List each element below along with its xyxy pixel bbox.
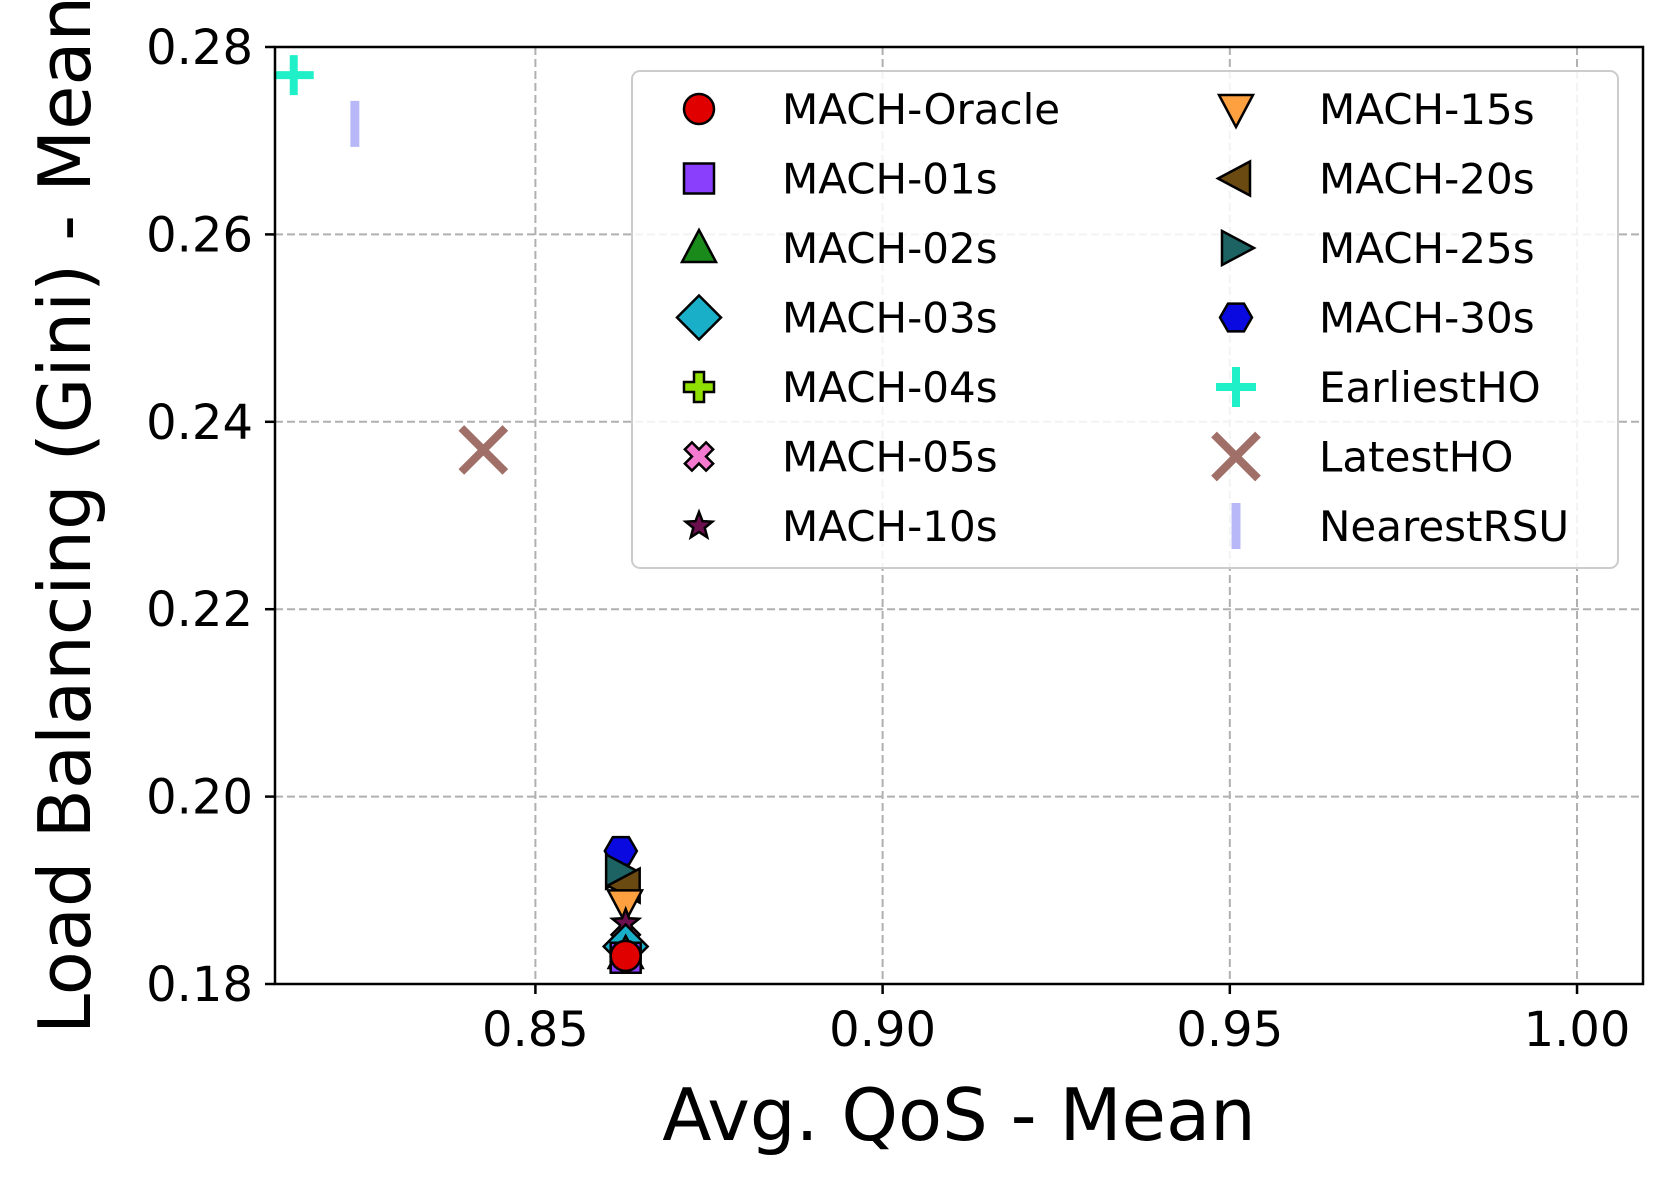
- legend-item-mach-04s: MACH-04s: [682, 363, 998, 412]
- y-tick-label: 0.28: [146, 20, 253, 76]
- legend-label: MACH-20s: [1319, 155, 1535, 204]
- legend-label: EarliestHO: [1319, 363, 1541, 412]
- x-tick-label: 0.90: [829, 1002, 936, 1058]
- legend-item-mach-30s: MACH-30s: [1218, 294, 1535, 343]
- legend-marker-mach-05s: [683, 440, 715, 473]
- legend-label: MACH-01s: [782, 155, 998, 204]
- y-tick-label: 0.24: [146, 395, 253, 451]
- x-axis-label: Avg. QoS - Mean: [662, 1073, 1255, 1157]
- x-tick-label: 0.85: [482, 1002, 589, 1058]
- legend-marker-mach-oracle: [682, 92, 716, 126]
- point-earliestho: [273, 55, 314, 96]
- x-tick-labels: 0.85 0.90 0.95 1.00: [482, 1002, 1630, 1058]
- legend-marker-mach-20s: [1215, 159, 1252, 198]
- y-tick-label: 0.22: [146, 582, 253, 638]
- legend-item-earliestho: EarliestHO: [1216, 363, 1541, 412]
- y-tick-label: 0.26: [146, 207, 253, 263]
- legend-label: MACH-10s: [782, 502, 998, 551]
- legend-item-mach-20s: MACH-20s: [1215, 155, 1535, 204]
- legend-item-mach-10s: MACH-10s: [682, 502, 998, 551]
- plot-frame: [273, 45, 1645, 986]
- point-latestho: [458, 425, 509, 475]
- legend-label: MACH-25s: [1319, 224, 1535, 273]
- axis-ticks: [265, 45, 1579, 994]
- legend-label: MACH-04s: [782, 363, 998, 412]
- legend-marker-mach-25s: [1220, 228, 1257, 268]
- point-mach-oracle: [609, 939, 642, 973]
- y-tick-label: 0.20: [146, 770, 253, 826]
- legend-marker-mach-03s: [675, 293, 723, 342]
- legend-marker-mach-10s: [682, 508, 716, 541]
- y-tick-label: 0.18: [146, 957, 253, 1013]
- legend-item-latestho: LatestHO: [1211, 431, 1513, 482]
- point-mach-15s: [605, 889, 645, 926]
- legend-label: MACH-03s: [782, 294, 998, 343]
- legend-label: MACH-Oracle: [782, 85, 1060, 134]
- legend-item-nearestrsu: NearestRSU: [1231, 502, 1569, 551]
- legend-label: MACH-30s: [1319, 294, 1535, 343]
- legend-box: [631, 70, 1619, 569]
- legend-item-mach-03s: MACH-03s: [675, 293, 998, 343]
- legend-item-mach-oracle: MACH-Oracle: [682, 85, 1060, 134]
- legend-marker-mach-04s: [682, 370, 716, 404]
- legend-marker-mach-02s: [679, 227, 719, 264]
- data-points: [273, 55, 650, 975]
- legend-label: MACH-02s: [782, 224, 998, 273]
- x-tick-label: 0.95: [1176, 1002, 1283, 1058]
- legend-label: LatestHO: [1319, 433, 1513, 482]
- legend-item-mach-15s: MACH-15s: [1216, 85, 1535, 134]
- legend-item-mach-01s: MACH-01s: [682, 155, 998, 204]
- legend: MACH-Oracle MACH-01s MACH-02s MACH-03s MACH-…: [631, 70, 1619, 569]
- y-tick-labels: 0.18 0.20 0.22 0.24 0.26 0.28: [146, 20, 253, 1013]
- legend-marker-earliestho: [1216, 367, 1256, 407]
- legend-items: MACH-Oracle MACH-01s MACH-02s MACH-03s MACH-…: [675, 85, 1569, 551]
- legend-marker-mach-15s: [1216, 93, 1256, 130]
- legend-label: MACH-05s: [782, 433, 998, 482]
- legend-item-mach-02s: MACH-02s: [679, 224, 998, 273]
- legend-item-mach-05s: MACH-05s: [683, 433, 998, 482]
- x-tick-label: 1.00: [1524, 1002, 1631, 1058]
- legend-marker-latestho: [1211, 431, 1261, 482]
- legend-label: MACH-15s: [1319, 85, 1535, 134]
- legend-label: NearestRSU: [1319, 502, 1569, 551]
- legend-marker-mach-30s: [1218, 302, 1254, 333]
- legend-item-mach-25s: MACH-25s: [1220, 224, 1535, 273]
- legend-marker-mach-01s: [682, 162, 716, 195]
- y-axis-label: Load Balancing (Gini) - Mean: [23, 0, 107, 1034]
